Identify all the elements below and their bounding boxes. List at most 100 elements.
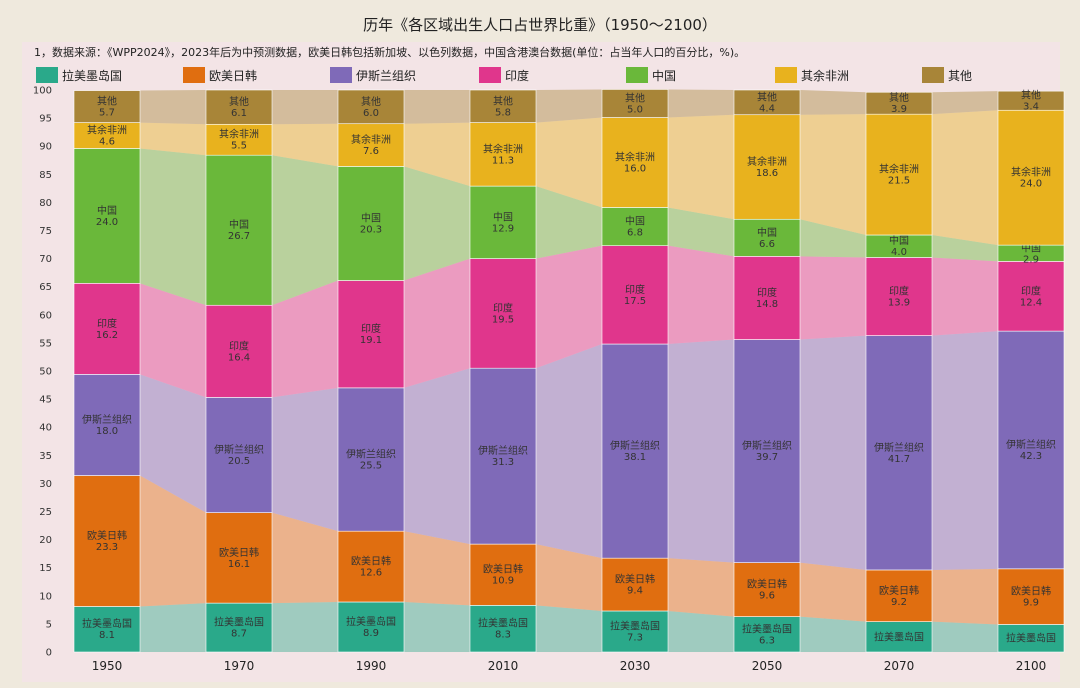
data-label-1-1: 欧美日韩 16.1 [219, 546, 259, 570]
band-3-6 [932, 257, 998, 336]
bar-segment-3-7 [997, 261, 1065, 332]
x-tick-label-3: 2010 [488, 659, 519, 673]
data-label-3-2: 印度 19.1 [360, 322, 382, 346]
data-label-5-1: 其余非洲 5.5 [219, 128, 259, 152]
data-label-1-2: 欧美日韩 12.6 [351, 555, 391, 579]
band-0-4 [668, 610, 734, 652]
data-label-2-0: 伊斯兰组织 18.0 [82, 413, 132, 437]
bar-segment-6-6 [865, 91, 933, 115]
y-tick-label-16: 80 [39, 198, 52, 209]
data-label-1-7: 欧美日韩 9.9 [1011, 585, 1051, 609]
data-label-0-2: 拉美墨岛国 8.9 [346, 615, 396, 639]
bar-segment-5-7 [997, 109, 1065, 246]
data-label-4-3: 中国 12.9 [492, 210, 514, 234]
bar-segment-4-0 [73, 148, 141, 284]
band-5-2 [404, 122, 470, 187]
band-6-4 [668, 89, 734, 118]
legend-swatch-1 [183, 67, 205, 83]
bar-segment-0-7 [997, 624, 1065, 653]
bar-segment-1-4 [601, 557, 669, 612]
band-0-1 [272, 601, 338, 652]
data-label-6-6: 其他 3.9 [889, 91, 909, 115]
data-label-2-1: 伊斯兰组织 20.5 [214, 443, 264, 467]
band-5-6 [932, 110, 998, 246]
band-2-4 [668, 339, 734, 563]
data-label-3-1: 印度 16.4 [228, 339, 250, 363]
band-4-4 [668, 207, 734, 257]
bar-segment-2-5 [733, 339, 801, 563]
data-label-5-5: 其余非洲 18.6 [747, 155, 787, 179]
y-axis: 0 5 10 15 20 25 30 35 40 45 50 55 60 65 70 75 80 85 90 95 10… [33, 86, 52, 659]
data-label-2-2: 伊斯兰组织 25.5 [346, 448, 396, 472]
y-tick-label-13: 65 [39, 282, 52, 293]
y-tick-label-2: 10 [39, 591, 52, 602]
band-6-2 [404, 90, 470, 124]
data-label-5-7: 其余非洲 24.0 [1011, 166, 1051, 190]
data-label-5-3: 其余非洲 11.3 [483, 142, 523, 166]
data-label-0-6: 拉美墨岛国 [874, 630, 924, 643]
data-label-4-1: 中国 26.7 [228, 218, 250, 242]
chart-subtitle: 1，数据来源：《WPP2024》，2023年后为中预测数据，欧美日韩包括新加坡、… [34, 45, 745, 59]
legend-swatch-4 [626, 67, 648, 83]
band-1-2 [404, 531, 470, 606]
band-4-1 [272, 155, 338, 306]
band-5-0 [140, 122, 206, 156]
band-1-4 [668, 558, 734, 617]
bar-segment-1-7 [997, 568, 1065, 625]
band-4-2 [404, 166, 470, 281]
bar-segment-0-3 [469, 605, 537, 653]
legend-swatch-3 [479, 67, 501, 83]
bar-segment-6-1 [205, 89, 273, 125]
bar-segment-0-0 [73, 606, 141, 653]
data-label-3-6: 印度 13.9 [888, 285, 910, 309]
legend-label-2: 伊斯兰组织 [356, 69, 416, 83]
band-6-3 [536, 89, 602, 123]
bar-segment-2-1 [205, 397, 273, 513]
data-label-3-0: 印度 16.2 [96, 317, 118, 341]
bar-segment-5-1 [205, 123, 273, 156]
x-tick-label-2: 1990 [356, 659, 387, 673]
data-label-2-3: 伊斯兰组织 31.3 [478, 444, 528, 468]
x-tick-label-7: 2100 [1016, 659, 1047, 673]
data-label-5-4: 其余非洲 16.0 [615, 150, 655, 174]
y-tick-label-15: 75 [39, 226, 52, 237]
bar-segment-0-2 [337, 601, 405, 653]
bar-segment-0-4 [601, 610, 669, 653]
band-5-3 [536, 117, 602, 208]
band-0-2 [404, 601, 470, 652]
y-tick-label-6: 30 [39, 479, 52, 490]
data-label-6-7: 其他 3.4 [1021, 89, 1041, 113]
bar-segment-3-1 [205, 304, 273, 398]
data-label-2-6: 伊斯兰组织 41.7 [874, 441, 924, 465]
data-label-6-4: 其他 5.0 [625, 91, 645, 115]
bar-segment-0-5 [733, 616, 801, 653]
legend-label-6: 其他 [948, 69, 972, 83]
bar-segment-2-3 [469, 367, 537, 545]
band-1-5 [800, 562, 866, 622]
y-tick-label-8: 40 [39, 423, 52, 434]
data-label-0-1: 拉美墨岛国 8.7 [214, 616, 264, 640]
bar-segment-2-6 [865, 335, 933, 571]
bar-segment-3-4 [601, 245, 669, 345]
data-label-3-3: 印度 19.5 [492, 301, 514, 325]
band-2-3 [536, 344, 602, 559]
data-label-0-0: 拉美墨岛国 8.1 [82, 617, 132, 641]
legend-label-3: 印度 [505, 68, 529, 83]
legend-swatch-0 [36, 67, 58, 83]
bar-segment-5-5 [733, 114, 801, 220]
y-tick-label-17: 85 [39, 170, 52, 181]
x-axis: 1950 1970 1990 2010 2030 2050 2070 2100 [92, 659, 1047, 673]
data-label-1-5: 欧美日韩 9.6 [747, 578, 787, 602]
y-tick-label-20: 100 [33, 86, 52, 97]
bar-segment-6-4 [601, 89, 669, 118]
bar-segment-6-2 [337, 89, 405, 125]
data-label-3-4: 印度 17.5 [624, 283, 646, 307]
y-tick-label-18: 90 [39, 142, 52, 153]
data-label-3-5: 印度 14.8 [756, 286, 778, 310]
bars: 拉美墨岛国 8.1 拉美墨岛国 8.7 拉美墨岛国 8.9 拉美墨岛国 8.3 拉美墨岛国 7.3… [73, 89, 1065, 653]
band-0-0 [140, 603, 206, 652]
x-tick-label-0: 1950 [92, 659, 123, 673]
x-tick-label-1: 1970 [224, 659, 255, 673]
bar-segment-5-4 [601, 117, 669, 208]
